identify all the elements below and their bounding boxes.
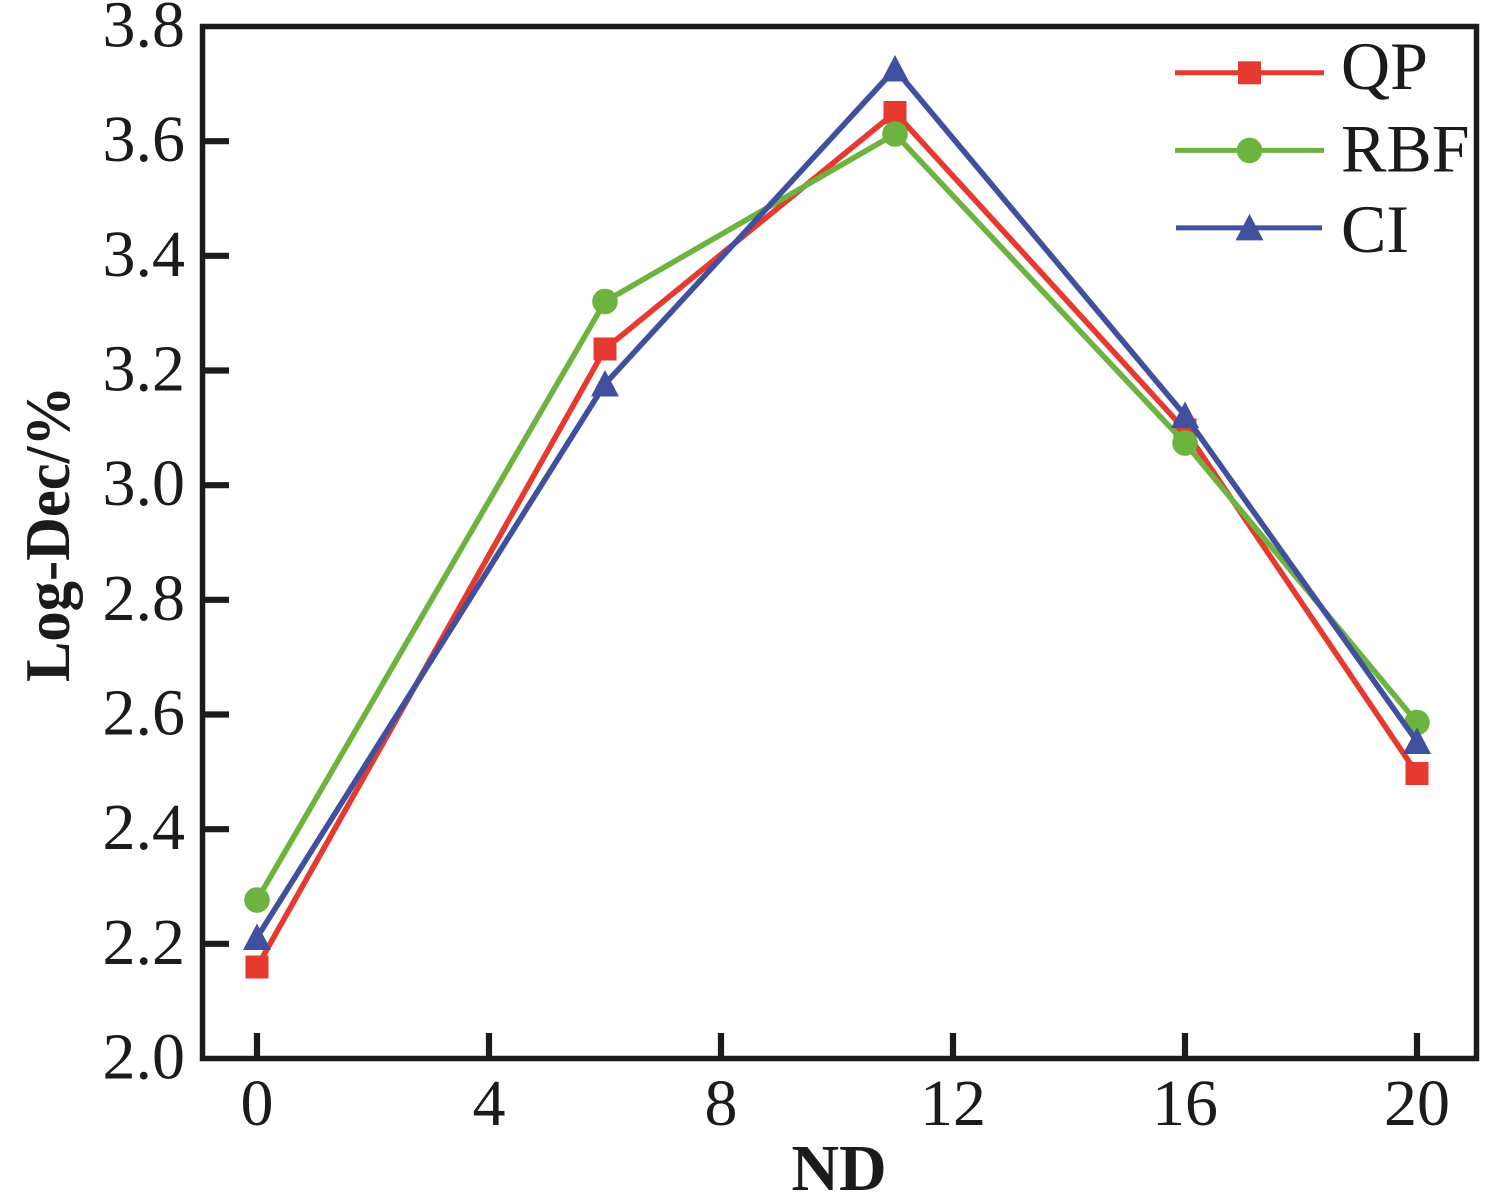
svg-text:3.4: 3.4 <box>103 218 186 291</box>
svg-text:20: 20 <box>1384 1067 1450 1140</box>
svg-text:2.0: 2.0 <box>103 1021 186 1094</box>
svg-text:CI: CI <box>1341 191 1409 267</box>
svg-text:3.6: 3.6 <box>103 103 186 176</box>
svg-text:QP: QP <box>1341 28 1428 104</box>
svg-text:4: 4 <box>473 1067 506 1140</box>
svg-text:2.8: 2.8 <box>103 562 186 635</box>
svg-text:RBF: RBF <box>1341 111 1470 187</box>
svg-text:3.8: 3.8 <box>103 0 186 62</box>
svg-text:0: 0 <box>241 1067 274 1140</box>
svg-text:Log-Dec/%: Log-Dec/% <box>12 386 83 682</box>
svg-text:12: 12 <box>920 1067 986 1140</box>
svg-text:3.0: 3.0 <box>103 447 186 520</box>
svg-text:16: 16 <box>1152 1067 1218 1140</box>
svg-text:8: 8 <box>705 1067 738 1140</box>
svg-text:3.2: 3.2 <box>103 333 186 406</box>
svg-text:2.4: 2.4 <box>103 791 186 864</box>
svg-text:ND: ND <box>791 1132 886 1194</box>
svg-text:2.6: 2.6 <box>103 677 186 750</box>
svg-text:2.2: 2.2 <box>103 906 186 979</box>
